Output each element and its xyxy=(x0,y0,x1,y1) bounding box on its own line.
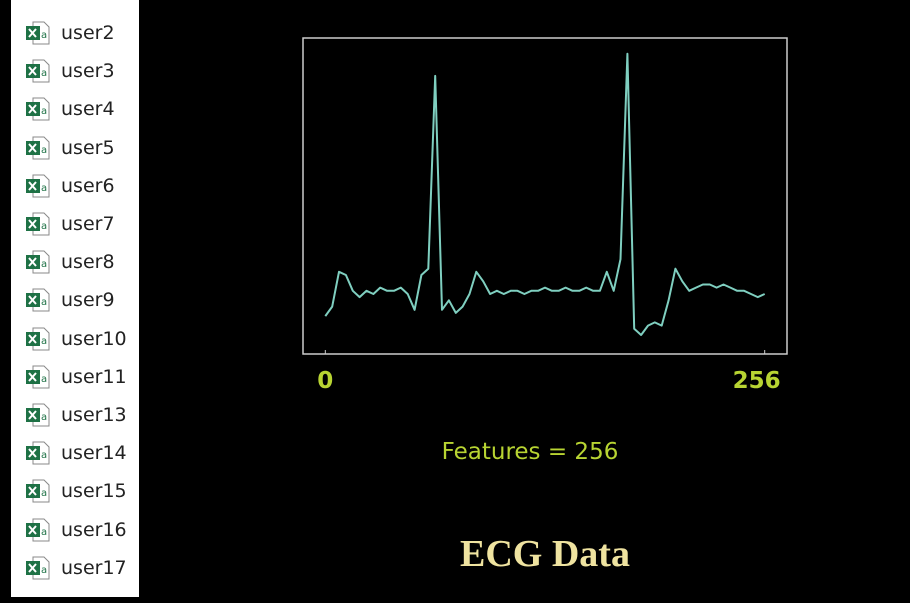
file-item[interactable]: a user17 xyxy=(25,555,127,581)
file-item[interactable]: a user6 xyxy=(25,173,115,199)
svg-text:a: a xyxy=(41,412,47,423)
file-item[interactable]: a user9 xyxy=(25,287,115,313)
svg-text:a: a xyxy=(41,145,47,156)
file-item[interactable]: a user14 xyxy=(25,440,127,466)
svg-text:a: a xyxy=(41,527,47,538)
file-item[interactable]: a user4 xyxy=(25,96,115,122)
file-name: user3 xyxy=(61,60,115,83)
excel-icon: a xyxy=(26,479,50,503)
chart-title: ECG Data xyxy=(460,533,630,575)
x-axis-label: Features = 256 xyxy=(442,439,619,465)
svg-text:a: a xyxy=(41,450,47,461)
file-name: user8 xyxy=(61,251,115,274)
excel-icon: a xyxy=(26,250,50,274)
excel-icon: a xyxy=(26,136,50,160)
excel-icon: a xyxy=(26,441,50,465)
svg-text:a: a xyxy=(41,221,47,232)
file-item[interactable]: a user7 xyxy=(25,211,115,237)
excel-icon: a xyxy=(26,59,50,83)
file-name: user15 xyxy=(61,480,127,503)
svg-text:a: a xyxy=(41,336,47,347)
excel-icon: a xyxy=(26,288,50,312)
file-name: user17 xyxy=(61,556,127,579)
svg-text:a: a xyxy=(41,183,47,194)
file-item[interactable]: a user10 xyxy=(25,326,127,352)
plot-frame xyxy=(302,37,788,355)
file-name: user10 xyxy=(61,327,127,350)
file-item[interactable]: a user5 xyxy=(25,135,115,161)
file-name: user5 xyxy=(61,136,115,159)
excel-icon: a xyxy=(26,365,50,389)
file-name: user6 xyxy=(61,174,115,197)
file-item[interactable]: a user8 xyxy=(25,249,115,275)
excel-icon: a xyxy=(26,518,50,542)
excel-icon: a xyxy=(26,97,50,121)
file-list: a user2 a user3 a user4 a user5 a user6 a user7 a use… xyxy=(11,0,139,597)
file-name: user13 xyxy=(61,404,127,426)
file-item[interactable]: a user11 xyxy=(25,364,127,390)
excel-icon: a xyxy=(26,174,50,198)
x-tick-label: 256 xyxy=(733,368,781,394)
svg-text:a: a xyxy=(41,374,47,385)
excel-icon: a xyxy=(26,403,50,427)
ecg-line xyxy=(324,52,766,336)
svg-text:a: a xyxy=(41,30,47,41)
svg-text:a: a xyxy=(41,565,47,576)
excel-icon: a xyxy=(26,327,50,351)
file-name: user7 xyxy=(61,213,115,235)
svg-text:a: a xyxy=(41,106,47,117)
file-item[interactable]: a user3 xyxy=(25,58,115,84)
svg-text:a: a xyxy=(41,68,47,79)
svg-text:a: a xyxy=(41,297,47,308)
x-tick-label: 0 xyxy=(317,368,333,394)
file-name: user11 xyxy=(61,365,127,388)
file-item[interactable]: a user15 xyxy=(25,478,127,504)
file-item[interactable]: a user16 xyxy=(25,517,127,543)
file-item[interactable]: a user2 xyxy=(25,20,115,46)
excel-icon: a xyxy=(26,212,50,236)
excel-icon: a xyxy=(26,21,50,45)
svg-text:a: a xyxy=(41,488,47,499)
file-name: user2 xyxy=(61,22,115,44)
svg-text:a: a xyxy=(41,259,47,270)
file-name: user4 xyxy=(61,98,115,121)
file-name: user16 xyxy=(61,518,127,541)
file-name: user9 xyxy=(61,289,115,312)
excel-icon: a xyxy=(26,556,50,580)
file-name: user14 xyxy=(61,442,127,465)
file-item[interactable]: a user13 xyxy=(25,402,127,428)
